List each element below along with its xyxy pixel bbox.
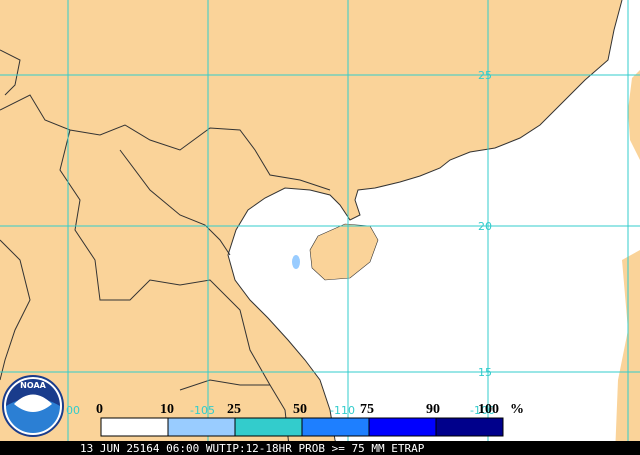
caption-bar bbox=[0, 441, 640, 455]
border-china bbox=[0, 94, 331, 191]
taiwan bbox=[628, 70, 640, 160]
border-laos bbox=[59, 129, 291, 455]
lon-label: -110 bbox=[330, 404, 355, 417]
legend-label: 50 bbox=[293, 402, 307, 417]
legend-swatch bbox=[368, 417, 437, 437]
logo-gull bbox=[14, 394, 52, 412]
lon-label: -100 bbox=[470, 404, 495, 417]
legend-swatch bbox=[100, 417, 169, 437]
legend-unit: % bbox=[510, 402, 524, 417]
lon-label: 00 bbox=[66, 404, 80, 417]
legend-label: 100 bbox=[478, 402, 499, 417]
lon-label: -105 bbox=[190, 404, 215, 417]
noaa-logo: NOAA bbox=[2, 375, 64, 437]
land bbox=[0, 0, 622, 455]
logo-text: NOAA bbox=[20, 381, 46, 390]
legend: 0 10 25 50 75 90 100 % bbox=[96, 402, 524, 437]
hainan bbox=[309, 223, 379, 281]
legend-label: 90 bbox=[426, 402, 440, 417]
border-laos-vn bbox=[119, 149, 231, 256]
graticule bbox=[0, 0, 640, 441]
legend-swatch bbox=[301, 417, 370, 437]
caption: 13 JUN 25164 06:00 WUTIP:12-18HR PROB >=… bbox=[80, 442, 425, 455]
coastline bbox=[227, 0, 623, 455]
lat-label: 25 bbox=[478, 69, 492, 82]
legend-label: 25 bbox=[227, 402, 241, 417]
legend-label: 10 bbox=[160, 402, 174, 417]
border-cambodia bbox=[179, 379, 270, 391]
lake bbox=[292, 255, 300, 269]
legend-label: 75 bbox=[360, 402, 374, 417]
legend-swatch bbox=[234, 417, 303, 437]
lat-label: 20 bbox=[478, 220, 492, 233]
logo-top bbox=[6, 379, 60, 406]
border-myanmar-n bbox=[0, 49, 21, 96]
legend-swatch bbox=[435, 417, 504, 437]
border-myanmar bbox=[0, 239, 31, 381]
legend-swatch bbox=[167, 417, 236, 437]
legend-label: 0 bbox=[96, 402, 103, 417]
lat-label: 15 bbox=[478, 366, 492, 379]
